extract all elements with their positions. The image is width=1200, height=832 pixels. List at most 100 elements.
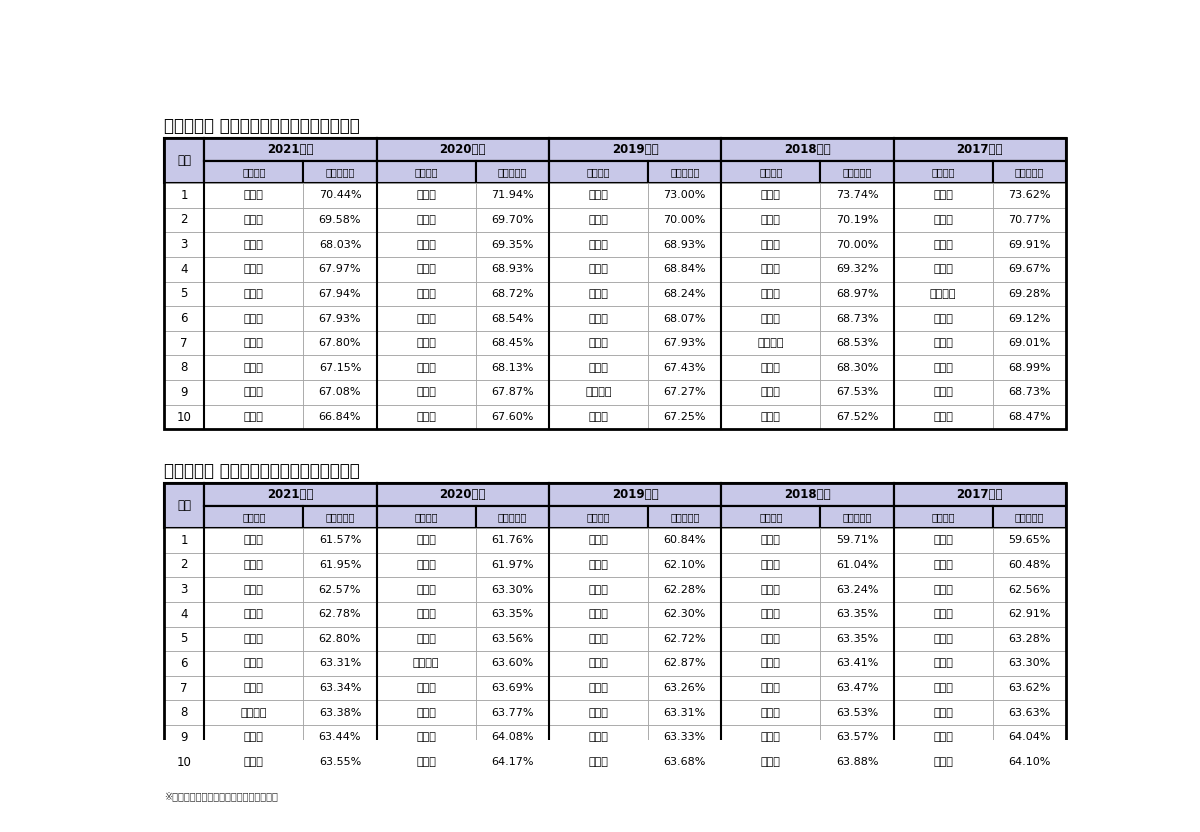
Bar — [304, 750, 377, 775]
Bar — [648, 183, 721, 208]
Bar — [204, 528, 304, 552]
Text: 高知県: 高知県 — [761, 757, 781, 767]
Text: 68.45%: 68.45% — [491, 338, 534, 348]
Bar — [475, 257, 548, 281]
Text: 香川県: 香川県 — [588, 265, 608, 275]
Bar — [377, 281, 475, 306]
Bar — [648, 750, 721, 775]
Bar — [548, 183, 648, 208]
Text: 61.57%: 61.57% — [319, 535, 361, 545]
Bar — [721, 306, 821, 331]
Text: 68.93%: 68.93% — [664, 240, 706, 250]
Text: 63.69%: 63.69% — [491, 683, 534, 693]
Bar — [992, 651, 1066, 676]
Bar — [821, 208, 894, 232]
Text: 66.84%: 66.84% — [319, 412, 361, 422]
Text: 67.80%: 67.80% — [319, 338, 361, 348]
Bar — [204, 626, 304, 651]
Text: 2019年度: 2019年度 — [612, 488, 659, 502]
Bar — [204, 331, 304, 355]
Bar — [475, 208, 548, 232]
Text: 63.34%: 63.34% — [319, 683, 361, 693]
Bar — [204, 183, 304, 208]
Text: 都道府県: 都道府県 — [931, 513, 955, 522]
Text: 63.24%: 63.24% — [836, 585, 878, 595]
Text: 8: 8 — [180, 361, 187, 374]
Bar — [304, 577, 377, 602]
Text: 群馬県: 群馬県 — [934, 338, 953, 348]
Bar — [377, 676, 475, 701]
Text: 70.00%: 70.00% — [664, 215, 706, 225]
Text: 68.24%: 68.24% — [664, 289, 706, 299]
Bar — [204, 281, 304, 306]
Bar — [475, 183, 548, 208]
Bar — [992, 232, 1066, 257]
Bar — [894, 232, 992, 257]
Text: 63.56%: 63.56% — [491, 634, 534, 644]
Text: 赤字法人率: 赤字法人率 — [498, 513, 527, 522]
Text: 73.00%: 73.00% — [664, 191, 706, 201]
Bar — [894, 355, 992, 380]
Text: 68.72%: 68.72% — [491, 289, 534, 299]
Bar — [894, 161, 992, 183]
Bar — [377, 577, 475, 602]
Bar — [721, 507, 821, 528]
Text: 62.72%: 62.72% — [664, 634, 706, 644]
Bar — [164, 626, 204, 651]
Text: 2018年度: 2018年度 — [784, 488, 830, 502]
Text: 63.62%: 63.62% — [1008, 683, 1051, 693]
Text: 長野県: 長野県 — [588, 215, 608, 225]
Bar — [304, 208, 377, 232]
Text: 赤字法人率: 赤字法人率 — [842, 513, 871, 522]
Text: 63.26%: 63.26% — [664, 683, 706, 693]
Bar — [475, 725, 548, 750]
Bar — [475, 507, 548, 528]
Bar — [721, 331, 821, 355]
Text: 愛媛県: 愛媛県 — [416, 338, 436, 348]
Bar — [377, 750, 475, 775]
Bar — [164, 232, 204, 257]
Text: 2019年度: 2019年度 — [612, 143, 659, 156]
Text: ※出典：東京商工リサーチより作成・引用: ※出典：東京商工リサーチより作成・引用 — [164, 791, 278, 801]
Text: 大阪府: 大阪府 — [244, 757, 264, 767]
Bar — [992, 676, 1066, 701]
Bar — [204, 232, 304, 257]
Bar — [894, 651, 992, 676]
Bar — [721, 138, 894, 161]
Text: 都道府県: 都道府県 — [587, 513, 611, 522]
Bar — [894, 404, 992, 429]
Text: 秋田県: 秋田県 — [416, 732, 436, 742]
Bar — [548, 701, 648, 725]
Bar — [648, 232, 721, 257]
Text: 岡山県: 岡山県 — [761, 388, 781, 398]
Bar — [992, 355, 1066, 380]
Text: 2017年度: 2017年度 — [956, 143, 1003, 156]
Text: 赤字法人率: 赤字法人率 — [498, 167, 527, 177]
Bar — [304, 552, 377, 577]
Bar — [164, 281, 204, 306]
Bar — [164, 331, 204, 355]
Bar — [164, 257, 204, 281]
Text: 北海道: 北海道 — [934, 683, 953, 693]
Bar — [304, 507, 377, 528]
Bar — [721, 651, 821, 676]
Bar — [721, 626, 821, 651]
Text: 福岡県: 福岡県 — [244, 658, 264, 668]
Bar — [164, 380, 204, 404]
Text: 群馬県: 群馬県 — [244, 314, 264, 324]
Text: 福岡県: 福岡県 — [416, 708, 436, 718]
Bar — [721, 183, 821, 208]
Text: 徳島県: 徳島県 — [244, 191, 264, 201]
Text: 62.57%: 62.57% — [319, 585, 361, 595]
Text: 福岡県: 福岡県 — [934, 708, 953, 718]
Text: 8: 8 — [180, 706, 187, 719]
Text: 赤字法人率: 赤字法人率 — [325, 167, 355, 177]
Text: 61.04%: 61.04% — [836, 560, 878, 570]
Bar — [548, 602, 648, 626]
Text: 都道府県別 赤字法人率ランキング（昇順）: 都道府県別 赤字法人率ランキング（昇順） — [164, 462, 360, 480]
Text: 佐賀県: 佐賀県 — [761, 683, 781, 693]
Text: 山梨県: 山梨県 — [244, 412, 264, 422]
Bar — [648, 577, 721, 602]
Bar — [992, 507, 1066, 528]
Text: 2017年度: 2017年度 — [956, 488, 1003, 502]
